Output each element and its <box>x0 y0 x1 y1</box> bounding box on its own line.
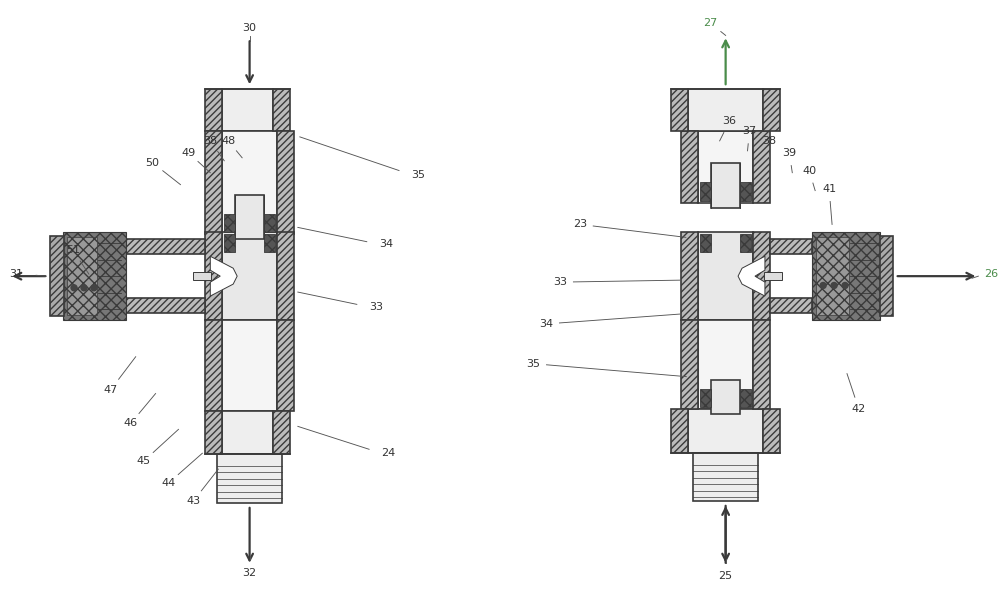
Bar <box>753 320 770 409</box>
Text: 37: 37 <box>742 126 757 136</box>
Text: 30: 30 <box>243 23 257 34</box>
Bar <box>700 389 711 408</box>
Text: 42: 42 <box>852 405 866 414</box>
Text: 38: 38 <box>203 136 217 146</box>
Circle shape <box>71 285 77 291</box>
Bar <box>770 298 812 313</box>
Bar <box>273 411 290 454</box>
Bar <box>753 131 770 203</box>
Bar <box>222 131 277 234</box>
Text: 48: 48 <box>221 136 235 146</box>
Bar <box>50 236 64 316</box>
Bar <box>273 89 290 131</box>
Bar <box>205 89 222 131</box>
Bar <box>770 239 812 254</box>
Text: 49: 49 <box>181 147 196 158</box>
Text: 39: 39 <box>782 147 796 158</box>
Bar <box>740 234 751 253</box>
Bar <box>700 234 711 253</box>
Bar <box>63 233 126 320</box>
Bar <box>688 409 763 453</box>
Text: 33: 33 <box>553 277 567 287</box>
Text: 35: 35 <box>411 170 425 180</box>
Bar <box>222 233 277 320</box>
Polygon shape <box>210 256 237 296</box>
Bar <box>681 233 698 320</box>
Bar <box>123 298 205 313</box>
Bar <box>711 379 740 414</box>
Text: 34: 34 <box>379 239 394 249</box>
Bar <box>698 131 753 203</box>
Bar <box>123 239 205 254</box>
Polygon shape <box>738 256 765 296</box>
Bar <box>740 182 751 201</box>
Text: 41: 41 <box>822 184 836 193</box>
Bar <box>671 89 688 131</box>
Bar <box>224 234 235 253</box>
Bar <box>277 233 294 320</box>
Text: 24: 24 <box>381 448 396 458</box>
Text: 23: 23 <box>573 220 587 230</box>
Bar <box>235 195 264 239</box>
Text: 27: 27 <box>704 18 718 29</box>
Bar <box>205 320 222 411</box>
Bar <box>688 89 763 131</box>
Circle shape <box>91 285 97 291</box>
Bar <box>205 411 222 454</box>
Text: 43: 43 <box>186 496 200 506</box>
Bar <box>812 233 880 320</box>
Bar <box>816 237 849 315</box>
Circle shape <box>81 285 87 291</box>
Text: 40: 40 <box>802 166 816 176</box>
Text: 51: 51 <box>66 245 80 255</box>
Bar <box>222 320 277 411</box>
Text: 38: 38 <box>762 136 776 146</box>
Text: 31: 31 <box>9 269 23 279</box>
Text: 36: 36 <box>723 116 737 126</box>
Text: 50: 50 <box>146 158 160 168</box>
Bar <box>711 163 740 207</box>
Circle shape <box>831 283 837 288</box>
Bar <box>193 272 211 280</box>
Bar <box>763 409 780 453</box>
Bar <box>224 214 235 233</box>
Bar <box>764 272 782 280</box>
Bar <box>753 233 770 320</box>
Circle shape <box>842 283 848 288</box>
Bar <box>222 89 273 131</box>
Text: 44: 44 <box>161 478 176 488</box>
Circle shape <box>820 283 826 288</box>
Bar <box>693 453 758 501</box>
Bar <box>277 131 294 234</box>
Bar <box>205 131 222 234</box>
Bar <box>880 236 893 316</box>
Bar <box>700 182 711 201</box>
Text: 26: 26 <box>984 269 998 279</box>
Bar <box>264 214 275 233</box>
Bar <box>217 454 282 503</box>
Bar <box>222 411 273 454</box>
Bar <box>205 233 222 320</box>
Bar <box>681 131 698 203</box>
Text: 32: 32 <box>243 567 257 578</box>
Text: 33: 33 <box>369 302 383 312</box>
Text: 35: 35 <box>527 359 541 368</box>
Text: 46: 46 <box>124 419 138 428</box>
Bar <box>277 320 294 411</box>
Text: 25: 25 <box>719 570 733 581</box>
Bar <box>264 234 275 253</box>
Bar <box>671 409 688 453</box>
Bar <box>698 233 753 320</box>
Bar <box>698 320 753 409</box>
Bar <box>740 389 751 408</box>
Text: 47: 47 <box>104 384 118 395</box>
Bar <box>681 320 698 409</box>
Bar <box>763 89 780 131</box>
Bar <box>67 237 97 315</box>
Text: 34: 34 <box>539 319 554 329</box>
Text: 45: 45 <box>137 456 151 466</box>
